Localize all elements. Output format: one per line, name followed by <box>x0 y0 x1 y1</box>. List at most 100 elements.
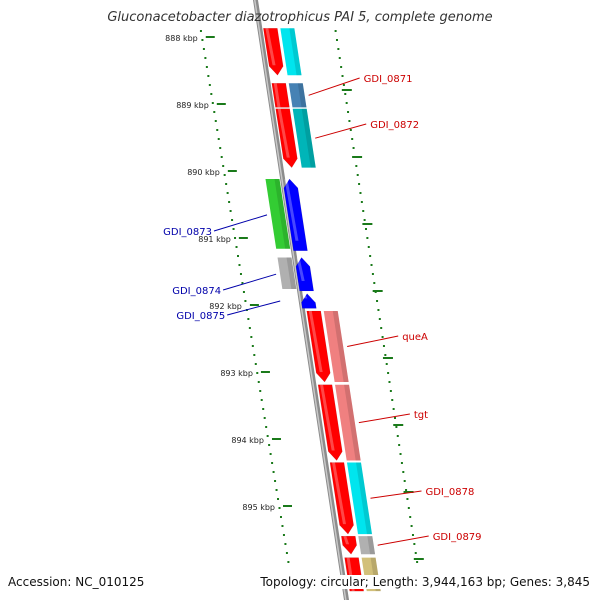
gene-glyph-shine <box>302 293 308 299</box>
label-leader <box>315 123 367 139</box>
backbone-highlight <box>254 0 347 600</box>
inner-ruler-dot <box>400 462 403 464</box>
inner-ruler-dot <box>355 165 358 167</box>
inner-ruler-dot <box>349 129 352 131</box>
cog-bar-shade <box>297 83 307 108</box>
inner-ruler-dot <box>335 39 338 41</box>
gene-label: tgt <box>414 410 428 421</box>
inner-ruler-dot <box>416 561 419 563</box>
inner-ruler-dot <box>342 84 345 86</box>
label-leader <box>213 214 268 232</box>
ruler-dot <box>238 264 241 266</box>
ruler-dot <box>284 543 287 545</box>
cog-bar-shade <box>274 179 291 249</box>
inner-ruler-dot <box>387 372 390 374</box>
gene-label: GDI_0873 <box>163 227 212 238</box>
cog-bar-shade <box>289 28 302 76</box>
inner-ruler-dot <box>371 273 374 275</box>
inner-ruler-dot <box>341 75 344 77</box>
gene-glyph-shine <box>331 462 346 525</box>
ruler-label: 889 kbp <box>176 101 209 110</box>
ruler-dot <box>232 228 235 230</box>
label-leader <box>227 300 281 316</box>
inner-ruler-dot <box>363 219 366 221</box>
ruler-dot <box>204 57 207 59</box>
inner-ruler-dot <box>373 282 376 284</box>
ruler-dot <box>202 48 205 50</box>
inner-ruler-dot <box>409 516 412 518</box>
ruler-dot <box>287 561 290 563</box>
label-leader <box>370 490 422 499</box>
inner-ruler-dot <box>380 327 383 329</box>
ruler-dot <box>205 66 208 68</box>
inner-ruler-dot <box>406 498 409 500</box>
cog-bar <box>292 108 316 168</box>
ruler-dot <box>254 363 257 365</box>
label-leader <box>308 77 360 96</box>
gene-label: queA <box>402 332 428 343</box>
ruler-dot <box>263 417 266 419</box>
inner-ruler-dot <box>407 507 410 509</box>
inner-ruler-dot <box>396 435 399 437</box>
ruler-dot <box>257 381 260 383</box>
inner-ruler-dot <box>356 174 359 176</box>
cog-bar <box>277 257 297 289</box>
gene-glyph <box>275 108 298 169</box>
ruler-dot <box>265 426 268 428</box>
inner-ruler-dot <box>388 381 391 383</box>
ruler-dot <box>250 336 253 338</box>
inner-ruler-dot <box>369 255 372 257</box>
map-title: Gluconacetobacter diazotrophicus PAI 5, … <box>107 10 493 25</box>
ruler-dot <box>216 129 219 131</box>
inner-ruler-dot <box>367 246 370 248</box>
ruler-dot <box>239 273 242 275</box>
gene-label: GDI_0875 <box>176 311 225 322</box>
label-leader <box>347 335 399 348</box>
cog-bar-shade <box>286 257 297 289</box>
inner-ruler-dot <box>403 480 406 482</box>
inner-ruler-dot <box>338 57 341 59</box>
gene-glyph-shine <box>273 83 281 108</box>
gene-label: GDI_0879 <box>433 532 482 543</box>
ruler-dot <box>229 210 232 212</box>
inner-ruler-dot <box>392 408 395 410</box>
inner-ruler-dot <box>384 354 387 356</box>
inner-ruler-dot <box>366 237 369 239</box>
gene-glyph-shine <box>308 311 323 373</box>
ruler-dot <box>207 75 210 77</box>
ruler-dot <box>214 120 217 122</box>
inner-ruler-dot <box>340 66 343 68</box>
inner-ruler-dot <box>411 534 414 536</box>
gene-label: GDI_0872 <box>370 120 419 131</box>
ruler-dot <box>234 237 237 239</box>
ruler-label: 892 kbp <box>209 302 242 311</box>
gene-glyph <box>295 257 314 292</box>
cog-bar <box>265 179 291 249</box>
inner-ruler-dot <box>360 201 363 203</box>
cog-bar <box>358 536 376 555</box>
cog-bar <box>346 462 372 535</box>
inner-ruler-dot <box>358 183 361 185</box>
ruler-dot <box>260 399 263 401</box>
cog-bar-shade <box>332 311 349 383</box>
ruler-dot <box>220 156 223 158</box>
gene-label: GDI_0874 <box>172 286 221 297</box>
inner-ruler-dot <box>362 210 365 212</box>
inner-ruler-dot <box>376 300 379 302</box>
cog-bar-shade <box>367 536 376 555</box>
ruler-dot <box>274 480 277 482</box>
inner-ruler-dot <box>395 426 398 428</box>
ruler-dot <box>277 498 280 500</box>
ruler-dot <box>222 165 225 167</box>
inner-ruler-dot <box>347 111 350 113</box>
gene-glyph-shine <box>277 108 290 158</box>
gene-glyph <box>263 28 284 76</box>
ruler-dot <box>262 408 265 410</box>
inner-ruler-dot <box>345 102 348 104</box>
inner-ruler-dot <box>382 345 385 347</box>
ruler-dot <box>208 84 211 86</box>
inner-ruler-dot <box>391 399 394 401</box>
inner-ruler-dot <box>370 264 373 266</box>
ruler-dot <box>199 30 202 32</box>
